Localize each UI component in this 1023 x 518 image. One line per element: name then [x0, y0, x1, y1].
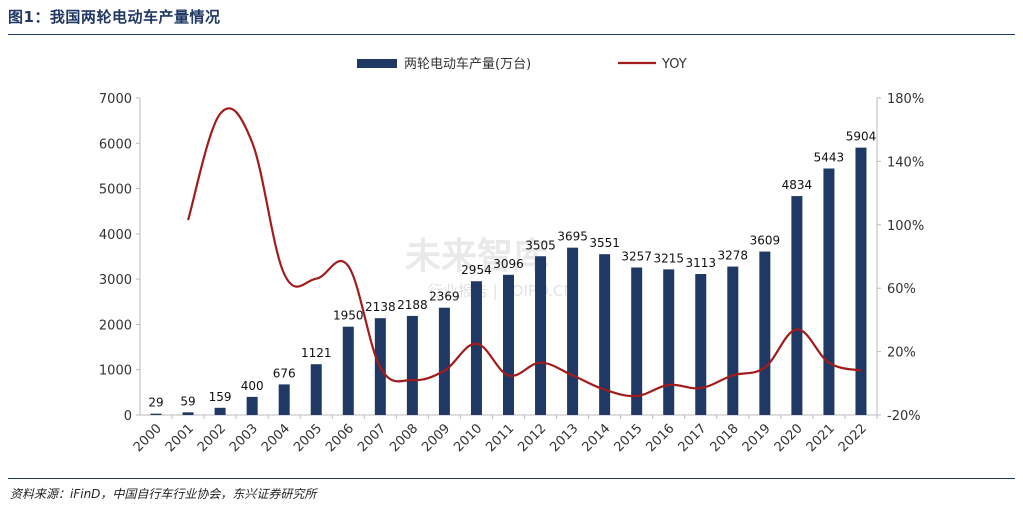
x-tick-label: 2019: [740, 421, 774, 455]
bar-2022: [855, 147, 867, 415]
bar-label-2003: 400: [241, 379, 264, 393]
y-left-tick-label: 0: [124, 409, 132, 424]
bar-2021: [823, 168, 835, 415]
bar-2008: [406, 315, 418, 415]
bottom-rule: [8, 478, 1015, 479]
bar-label-2006: 1950: [333, 309, 364, 323]
x-tick-label: 2003: [227, 421, 261, 455]
x-tick-label: 2020: [772, 421, 806, 455]
x-tick-label: 2017: [676, 421, 710, 455]
x-tick-label: 2004: [259, 421, 293, 455]
watermark-main: 未来智库: [405, 236, 549, 277]
bar-2018: [727, 266, 739, 415]
y-right-tick-label: 180%: [887, 92, 924, 107]
legend-line-label: YOY: [661, 57, 687, 72]
top-rule: [8, 34, 1015, 35]
y-right-tick-label: 60%: [887, 282, 916, 297]
bar-2016: [663, 269, 675, 415]
bar-label-2007: 2138: [365, 300, 396, 314]
x-tick-label: 2010: [451, 421, 485, 455]
bar-2015: [631, 267, 643, 415]
source-note: 资料来源：iFinD，中国自行车行业协会，东兴证券研究所: [10, 487, 317, 501]
y-left-tick-label: 7000: [99, 92, 132, 107]
x-tick-label: 2012: [515, 421, 549, 455]
legend-bar-swatch: [357, 59, 397, 68]
bar-label-2022: 5904: [846, 130, 877, 144]
bar-label-2012: 3505: [525, 238, 556, 252]
bar-2002: [214, 407, 226, 415]
bar-2019: [759, 251, 771, 415]
bars: [150, 147, 867, 415]
bar-label-2001: 59: [180, 394, 195, 408]
bar-label-2017: 3113: [685, 256, 716, 270]
y-right-tick-label: 100%: [887, 219, 924, 234]
bar-label-2008: 2188: [397, 298, 428, 312]
x-tick-label: 2005: [291, 421, 325, 455]
bar-label-2016: 3215: [653, 251, 684, 265]
yoy-line-path: [187, 107, 862, 398]
bar-label-2009: 2369: [429, 290, 460, 304]
x-tick-label: 2008: [387, 421, 421, 455]
bar-2001: [182, 412, 194, 415]
x-tick-label: 2007: [355, 421, 389, 455]
bar-label-2004: 676: [273, 366, 296, 380]
bar-label-2021: 5443: [814, 151, 845, 165]
y-left-tick-label: 1000: [99, 364, 132, 379]
y-right-tick-label: 140%: [887, 155, 924, 170]
legend: 两轮电动车产量(万台) YOY: [357, 56, 687, 72]
x-tick-label: 2009: [419, 421, 453, 455]
y-right-tick-label: -20%: [887, 409, 921, 424]
x-tick-label: 2018: [708, 421, 742, 455]
bar-label-2014: 3551: [589, 236, 620, 250]
bar-label-2013: 3695: [557, 230, 588, 244]
figure-title: 图1：我国两轮电动车产量情况: [8, 8, 221, 26]
bar-label-2005: 1121: [301, 346, 332, 360]
bar-label-2018: 3278: [718, 249, 749, 263]
bar-label-2019: 3609: [750, 234, 781, 248]
x-tick-label: 2016: [644, 421, 678, 455]
bar-label-2015: 3257: [621, 250, 652, 264]
bar-2012: [535, 256, 547, 415]
y-right-tick-label: 20%: [887, 346, 916, 361]
y-left-tick-label: 3000: [99, 273, 132, 288]
bar-2014: [599, 254, 611, 415]
y-left-tick-label: 5000: [99, 183, 132, 198]
x-tick-label: 2013: [547, 421, 581, 455]
bar-2003: [246, 396, 258, 415]
yoy-line: [187, 107, 862, 398]
x-tick-label: 2006: [323, 421, 357, 455]
x-tick-label: 2015: [611, 421, 645, 455]
x-tick-label: 2014: [579, 421, 613, 455]
bar-label-2002: 159: [209, 390, 232, 404]
bar-2010: [470, 281, 482, 415]
bar-label-2000: 29: [148, 396, 163, 410]
x-tick-label: 2001: [163, 421, 197, 455]
x-tick-label: 2022: [836, 421, 870, 455]
legend-bar-label: 两轮电动车产量(万台): [404, 56, 531, 72]
x-tick-label: 2011: [483, 421, 517, 455]
y-left-tick-label: 6000: [99, 137, 132, 152]
bar-2005: [310, 364, 322, 415]
bar-2017: [695, 274, 707, 415]
bar-label-2020: 4834: [782, 178, 813, 192]
bar-2013: [567, 247, 579, 415]
x-tick-label: 2021: [804, 421, 838, 455]
y-left-tick-label: 2000: [99, 318, 132, 333]
bar-2011: [503, 274, 514, 415]
bar-2009: [438, 307, 450, 415]
y-left-tick-label: 4000: [99, 228, 132, 243]
x-tick-label: 2000: [131, 421, 165, 455]
x-tick-label: 2002: [195, 421, 229, 455]
bar-2006: [342, 326, 354, 415]
bar-2020: [791, 196, 803, 415]
bar-2004: [278, 384, 290, 415]
bar-label-2011: 3096: [493, 257, 524, 271]
bar-label-2010: 2954: [461, 263, 492, 277]
bar-2000: [150, 413, 162, 415]
